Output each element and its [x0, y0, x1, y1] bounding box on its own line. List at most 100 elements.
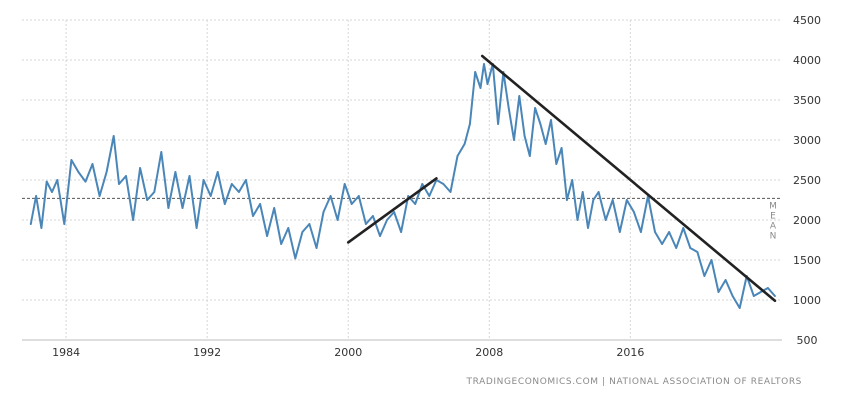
data-point [483, 63, 485, 65]
data-point [724, 279, 727, 281]
data-point [428, 195, 431, 197]
data-point [202, 179, 205, 181]
data-point [125, 175, 127, 177]
data-point [767, 287, 769, 289]
data-point [266, 235, 268, 237]
data-point [195, 227, 198, 229]
data-point [661, 243, 663, 245]
data-point [287, 227, 290, 229]
data-point [576, 219, 579, 221]
data-point [393, 211, 395, 213]
y-tick-label: 500 [797, 334, 818, 347]
data-point [336, 219, 339, 221]
data-point [280, 243, 283, 245]
data-point [486, 83, 489, 85]
data-point [77, 171, 80, 173]
data-point [523, 135, 526, 137]
data-point [738, 307, 741, 309]
data-point [513, 139, 515, 141]
data-point [414, 203, 417, 205]
data-point [252, 215, 254, 217]
data-point [703, 275, 706, 277]
x-tick-label: 2008 [475, 346, 503, 359]
data-point [160, 151, 163, 153]
data-point [507, 107, 510, 109]
data-point [597, 191, 600, 193]
y-tick-label: 2500 [793, 174, 821, 187]
data-point [29, 223, 32, 225]
mean-label-letter: M [769, 201, 777, 211]
data-point [539, 123, 542, 125]
data-point [407, 195, 410, 197]
data-point [245, 179, 247, 181]
data-point [167, 207, 170, 209]
data-point [421, 183, 424, 185]
data-point [689, 247, 692, 249]
data-point [463, 143, 466, 145]
data-point [365, 223, 367, 225]
y-tick-label: 4500 [793, 14, 821, 27]
data-point [774, 295, 776, 297]
data-point [112, 135, 115, 137]
data-point [654, 231, 656, 233]
data-point [372, 215, 374, 217]
data-point [469, 123, 471, 125]
data-point [555, 163, 558, 165]
data-point [386, 219, 388, 221]
data-point [35, 195, 37, 197]
data-point [230, 183, 233, 185]
data-point [84, 180, 87, 183]
mean-label-letter: E [770, 211, 776, 221]
data-point [759, 291, 762, 293]
data-point [223, 203, 226, 205]
data-point [696, 251, 699, 253]
data-point [675, 247, 678, 249]
data-point [668, 231, 670, 233]
data-point [132, 219, 135, 221]
x-tick-label: 2000 [334, 346, 362, 359]
data-point [479, 87, 482, 89]
data-point [51, 191, 53, 193]
data-point [534, 107, 536, 109]
data-point [571, 179, 574, 181]
data-point [442, 183, 445, 185]
data-point [379, 235, 381, 237]
data-point [146, 199, 149, 201]
data-point [70, 159, 73, 161]
data-point [139, 167, 142, 169]
data-point [625, 199, 628, 201]
mean-label-letter: N [770, 231, 777, 241]
data-point [259, 203, 261, 205]
data-point [449, 191, 452, 193]
data-point [308, 223, 311, 225]
data-point [98, 195, 101, 197]
data-point [181, 207, 184, 209]
data-point [294, 257, 297, 260]
x-tick-label: 1992 [193, 346, 221, 359]
data-point [301, 231, 304, 233]
data-point [105, 171, 108, 173]
y-tick-label: 3000 [793, 134, 821, 147]
data-point [273, 207, 276, 209]
data-point [56, 179, 59, 181]
data-point [322, 211, 325, 213]
data-point [497, 123, 499, 125]
data-point [174, 171, 177, 173]
data-point [209, 195, 212, 197]
data-point [587, 227, 589, 229]
source-caption: TRADINGECONOMICS.COM | NATIONAL ASSOCIAT… [466, 377, 802, 387]
data-point [752, 295, 755, 297]
data-point [357, 195, 360, 197]
data-point [731, 295, 734, 297]
data-point [717, 291, 720, 293]
data-point [633, 211, 635, 213]
data-point [474, 71, 477, 73]
data-point [581, 191, 584, 193]
data-point [40, 227, 43, 229]
data-point [400, 231, 402, 233]
trendline-decline-2007-2024 [480, 54, 777, 303]
x-tick-label: 1984 [52, 346, 80, 359]
data-point [611, 199, 614, 201]
data-point [188, 175, 191, 177]
